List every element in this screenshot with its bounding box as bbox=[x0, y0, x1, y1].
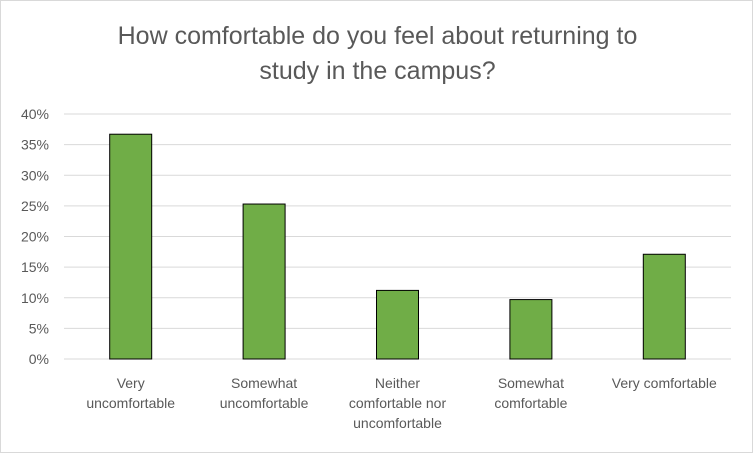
y-tick-label: 15% bbox=[21, 259, 49, 275]
bar bbox=[509, 299, 553, 360]
bar bbox=[642, 253, 686, 360]
chart-title-line-2: study in the campus? bbox=[259, 57, 496, 85]
x-tick-label: Very uncomfortable bbox=[86, 375, 175, 411]
y-tick-label: 30% bbox=[21, 167, 49, 183]
bar bbox=[376, 289, 419, 360]
x-tick-label: Somewhat comfortable bbox=[494, 375, 567, 411]
bar bbox=[242, 203, 286, 360]
chart-title-line-1: How comfortable do you feel about return… bbox=[117, 22, 638, 50]
y-tick-label: 35% bbox=[21, 137, 49, 153]
x-tick-label: Neither comfortable nor uncomfortable bbox=[349, 375, 447, 431]
chart-title: How comfortable do you feel about return… bbox=[1, 19, 753, 89]
y-tick-label: 40% bbox=[21, 106, 49, 122]
y-tick-label: 0% bbox=[29, 351, 49, 367]
bar bbox=[109, 133, 153, 360]
x-tick-label: Very comfortable bbox=[612, 375, 717, 391]
y-tick-label: 25% bbox=[21, 198, 49, 214]
y-tick-label: 10% bbox=[21, 290, 49, 306]
y-tick-label: 5% bbox=[29, 320, 49, 336]
y-tick-label: 20% bbox=[21, 229, 49, 245]
x-tick-label: Somewhat uncomfortable bbox=[220, 375, 309, 411]
